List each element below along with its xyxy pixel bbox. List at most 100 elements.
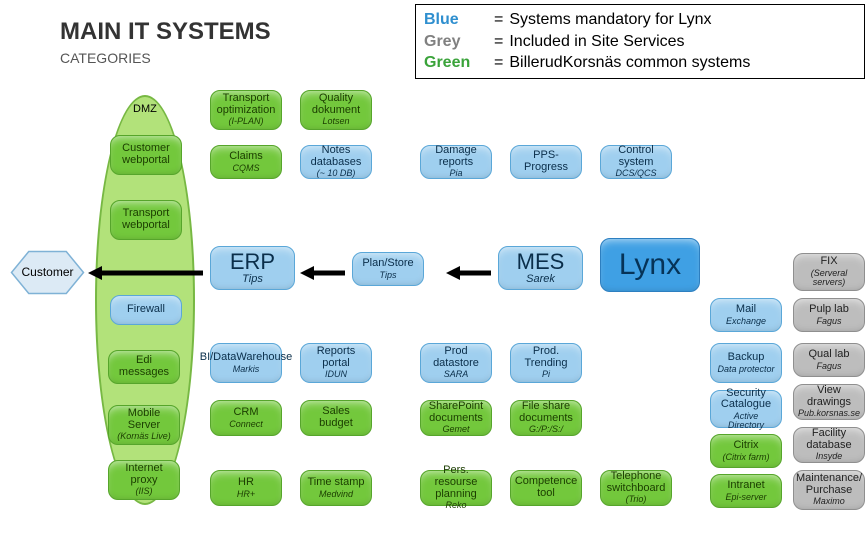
system-sharepoint: SharePoint documentsGemet	[420, 400, 492, 436]
box-subtitle: Gemet	[442, 425, 469, 434]
box-subtitle: Active Directory	[715, 412, 777, 431]
system-prod-trending: Prod. TrendingPi	[510, 343, 582, 383]
box-subtitle: (~ 10 DB)	[317, 169, 356, 178]
box-title: Prod datastore	[425, 346, 487, 369]
box-title: HR	[238, 477, 254, 489]
system-hr: HRHR+	[210, 470, 282, 506]
box-title: Intranet	[727, 480, 764, 492]
box-subtitle: (Serveral servers)	[798, 269, 860, 288]
system-backup: BackupData protector	[710, 343, 782, 383]
system-transport-opt: Transport optimization(I-PLAN)	[210, 90, 282, 130]
box-title: Backup	[728, 352, 765, 364]
system-lynx: Lynx	[600, 238, 700, 292]
box-subtitle: SARA	[444, 370, 469, 379]
box-subtitle: Reko	[445, 501, 466, 510]
box-title: Facility database	[798, 428, 860, 451]
system-sec-catalogue: Security CatalogueActive Directory	[710, 390, 782, 428]
legend-text: Included in Site Services	[509, 31, 684, 53]
system-intranet: IntranetEpi-server	[710, 474, 782, 508]
system-control-system: Control systemDCS/QCS	[600, 145, 672, 179]
system-maintenance: Maintenance/ PurchaseMaximo	[793, 470, 865, 510]
box-title: Transport optimization	[215, 93, 277, 116]
box-title: MES	[517, 250, 565, 273]
box-subtitle: IDUN	[325, 370, 347, 379]
box-subtitle: Lotsen	[322, 117, 349, 126]
legend-key: Grey	[424, 31, 494, 53]
box-title: Maintenance/ Purchase	[796, 473, 862, 496]
flow-arrow	[446, 266, 491, 280]
box-subtitle: Pub.korsnas.se	[798, 409, 860, 418]
legend: Blue = Systems mandatory for Lynx Grey =…	[415, 4, 865, 79]
system-competence: Competence tool	[510, 470, 582, 506]
legend-row: Green = BillerudKorsnäs common systems	[424, 52, 856, 74]
legend-row: Blue = Systems mandatory for Lynx	[424, 9, 856, 31]
box-title: File share documents	[515, 401, 577, 424]
customer-hex: Customer	[10, 250, 85, 294]
legend-text: BillerudKorsnäs common systems	[509, 52, 750, 74]
box-subtitle: Fagus	[816, 362, 841, 371]
box-subtitle: Tips	[380, 271, 397, 280]
legend-key: Green	[424, 52, 494, 74]
box-title: Claims	[229, 151, 263, 163]
box-title: BI/DataWarehouse	[200, 352, 293, 364]
box-subtitle: Exchange	[726, 317, 766, 326]
system-erp: ERPTips	[210, 246, 295, 290]
box-subtitle: G:/P:/S:/	[529, 425, 563, 434]
box-title: Plan/Store	[362, 258, 413, 270]
box-title: CRM	[233, 407, 258, 419]
box-title: Firewall	[127, 304, 165, 316]
system-facility-db: Facility databaseInsyde	[793, 427, 865, 463]
box-subtitle: Connect	[229, 420, 263, 429]
system-file-share: File share documentsG:/P:/S:/	[510, 400, 582, 436]
box-title: Quality dokument	[305, 93, 367, 116]
box-title: Time stamp	[307, 477, 364, 489]
box-subtitle: DCS/QCS	[615, 169, 656, 178]
box-title: Reports portal	[305, 346, 367, 369]
box-subtitle: Markis	[233, 365, 260, 374]
page-subtitle: CATEGORIES	[60, 50, 151, 66]
system-mobile-server: Mobile Server(Kornäs Live)	[108, 405, 180, 445]
system-cust-webportal: Customer webportal	[110, 135, 182, 175]
page-title: MAIN IT SYSTEMS	[60, 18, 271, 46]
box-title: SharePoint documents	[425, 401, 487, 424]
box-title: Control system	[605, 145, 667, 168]
system-damage-reports: Damage reportsPia	[420, 145, 492, 179]
box-title: Edi messages	[113, 355, 175, 378]
flow-arrow	[300, 266, 345, 280]
system-pps-progress: PPS-Progress	[510, 145, 582, 179]
flow-arrow	[88, 266, 203, 280]
box-title: Security Catalogue	[715, 388, 777, 411]
box-subtitle: CQMS	[233, 164, 260, 173]
box-title: Prod. Trending	[515, 346, 577, 369]
system-telephone: Telephone switchboard(Trio)	[600, 470, 672, 506]
system-mail: MailExchange	[710, 298, 782, 332]
box-title: Competence tool	[515, 476, 577, 499]
box-subtitle: (IIS)	[136, 487, 153, 496]
legend-row: Grey = Included in Site Services	[424, 31, 856, 53]
box-subtitle: Maximo	[813, 497, 845, 506]
box-title: Pers. resourse planning	[425, 465, 487, 500]
dmz-label: DMZ	[133, 103, 157, 115]
box-subtitle: Insyde	[816, 452, 843, 461]
system-quality-doc: Quality dokumentLotsen	[300, 90, 372, 130]
box-title: Sales budget	[305, 406, 367, 429]
box-subtitle: Data protector	[717, 365, 774, 374]
box-subtitle: (Citrix farm)	[723, 453, 770, 462]
system-bi-dw: BI/DataWarehouseMarkis	[210, 343, 282, 383]
customer-label: Customer	[21, 265, 73, 279]
box-title: Notes databases	[305, 145, 367, 168]
box-subtitle: Pi	[542, 370, 550, 379]
system-edi-messages: Edi messages	[108, 350, 180, 384]
box-title: View drawings	[798, 385, 860, 408]
box-title: Internet proxy	[113, 463, 175, 486]
box-title: Telephone switchboard	[605, 471, 667, 494]
box-title: Mail	[736, 304, 756, 316]
box-subtitle: Medvind	[319, 490, 353, 499]
system-claims: ClaimsCQMS	[210, 145, 282, 179]
legend-text: Systems mandatory for Lynx	[509, 9, 711, 31]
system-transport-webportal: Transport webportal	[110, 200, 182, 240]
system-mes: MESSarek	[498, 246, 583, 290]
box-subtitle: (Kornäs Live)	[117, 432, 171, 441]
system-crm: CRMConnect	[210, 400, 282, 436]
box-title: Citrix	[733, 440, 758, 452]
